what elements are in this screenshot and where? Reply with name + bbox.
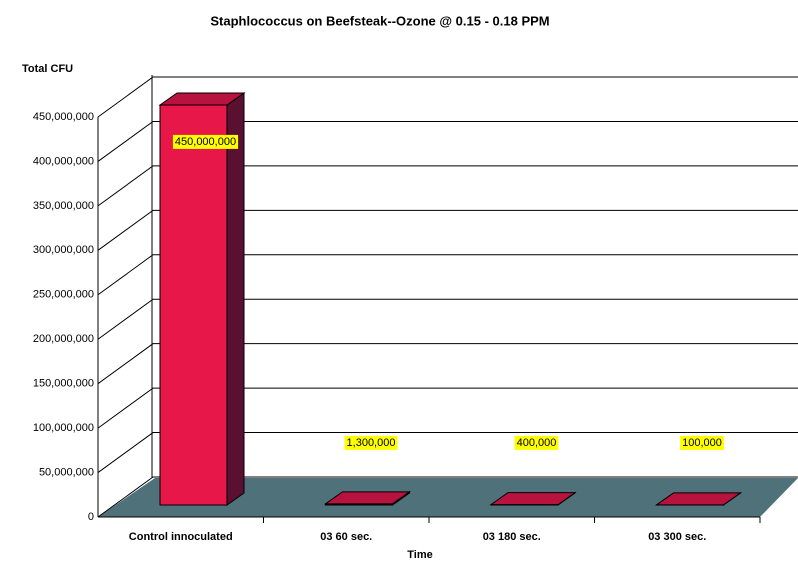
- grid-line: [97, 432, 798, 473]
- y-tick-label: 50,000,000: [39, 466, 94, 478]
- y-tick-label: 450,000,000: [33, 111, 94, 123]
- x-tick-label: 03 300 sec.: [648, 531, 706, 543]
- value-label-bg: [344, 435, 398, 450]
- chart-title: Staphlococcus on Beefsteak--Ozone @ 0.15…: [210, 13, 549, 28]
- bar-face: [159, 104, 228, 506]
- bar: [323, 490, 412, 506]
- x-tick-label: 03 60 sec.: [320, 531, 372, 543]
- x-tick-label: 03 180 sec.: [483, 531, 541, 543]
- value-label: 1,300,000: [347, 437, 396, 449]
- y-tick-label: 100,000,000: [33, 422, 94, 434]
- grid-line: [97, 254, 798, 296]
- bar: [654, 491, 743, 506]
- grid-line: [97, 298, 798, 340]
- value-label: 100,000: [682, 437, 722, 449]
- bar-face: [489, 492, 577, 506]
- value-label-bg: [172, 134, 239, 149]
- grid-line: [97, 76, 798, 118]
- y-axis-label: Total CFU: [22, 63, 73, 75]
- grid-line: [97, 165, 798, 207]
- bar-face: [654, 492, 743, 506]
- floor: [98, 478, 798, 517]
- bar: [158, 92, 246, 506]
- y-tick-label: 350,000,000: [33, 200, 94, 212]
- value-label-bg: [514, 435, 559, 450]
- value-label-bg: [680, 435, 724, 450]
- grid-line: [97, 387, 798, 429]
- y-tick-label: 150,000,000: [33, 378, 94, 390]
- grid-line: [97, 209, 798, 251]
- bar-face: [158, 92, 246, 106]
- bar-face: [323, 491, 412, 505]
- y-tick-label: 300,000,000: [33, 244, 94, 256]
- value-label: 400,000: [517, 437, 557, 449]
- bar-face: [226, 92, 245, 506]
- y-tick-label: 400,000,000: [33, 155, 94, 167]
- y-tick-label: 250,000,000: [33, 289, 94, 301]
- grid-line: [97, 343, 798, 385]
- y-tick-label: 0: [88, 511, 94, 523]
- grid-line: [97, 120, 798, 162]
- x-tick-label: Control innoculated: [129, 531, 233, 543]
- x-axis-label: Time: [407, 549, 432, 561]
- y-tick-label: 200,000,000: [33, 333, 94, 345]
- value-label: 450,000,000: [175, 136, 236, 148]
- bar: [489, 491, 577, 506]
- grid-line: [97, 476, 798, 518]
